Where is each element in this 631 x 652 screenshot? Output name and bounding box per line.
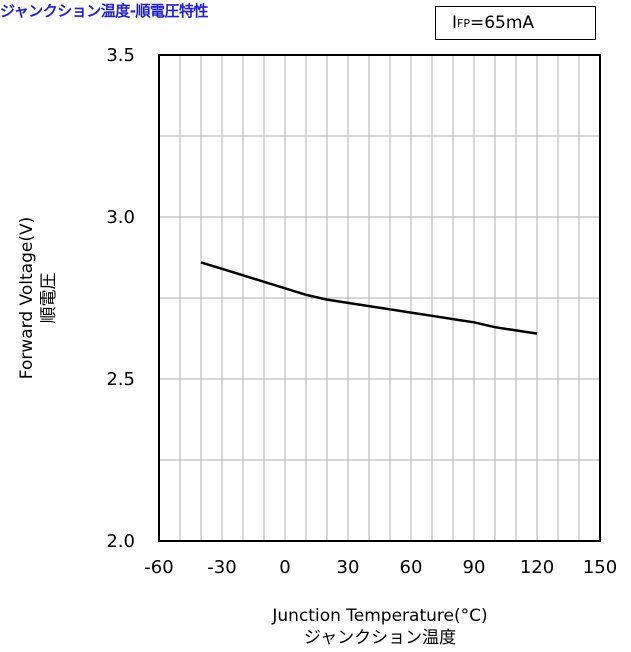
x-tick-label: 120 — [520, 557, 554, 578]
condition-prefix: I — [452, 13, 458, 33]
x-axis-sublabel: ジャンクション温度 — [304, 628, 456, 648]
x-tick-label: -30 — [207, 557, 236, 578]
y-tick-label: 2.5 — [106, 369, 135, 390]
condition-value: =65mA — [469, 13, 535, 33]
tick-labels: -60 -30 0 30 60 90 120 150 2.0 2.5 3.0 3.5 — [106, 45, 617, 578]
x-tick-label: 90 — [463, 557, 486, 578]
x-tick-label: 150 — [583, 557, 617, 578]
y-axis-label: Forward Voltage(V) — [17, 217, 37, 379]
grid-lines — [159, 55, 600, 541]
x-axis-label: Junction Temperature(°C) — [271, 606, 487, 626]
y-tick-label: 3.5 — [106, 45, 135, 66]
y-axis-sublabel: 順電圧 — [39, 273, 59, 324]
y-tick-label: 2.0 — [106, 531, 135, 552]
series-line-0 — [200, 261, 538, 335]
x-tick-label: -60 — [144, 557, 173, 578]
y-tick-label: 3.0 — [106, 207, 135, 228]
chart-title: ジャンクション温度-順電圧特性 — [0, 2, 208, 20]
x-tick-label: 0 — [279, 557, 290, 578]
condition-box: I FP =65mA — [435, 6, 596, 40]
series-layer — [200, 261, 538, 335]
condition-subscript: FP — [457, 16, 470, 30]
plot-frame — [158, 54, 601, 542]
x-tick-label: 30 — [337, 557, 360, 578]
x-tick-label: 60 — [400, 557, 423, 578]
